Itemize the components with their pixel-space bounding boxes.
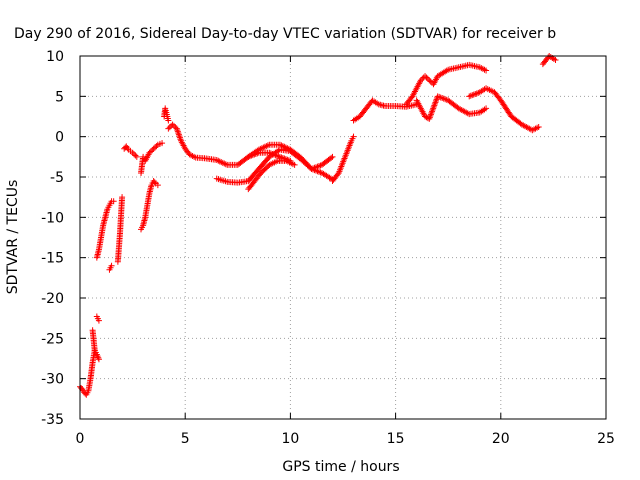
- y-tick-label: -25: [41, 331, 64, 347]
- data-point: [110, 198, 117, 205]
- y-tick-label: -20: [41, 291, 64, 307]
- data-point: [483, 105, 490, 112]
- y-tick-label: -15: [41, 251, 64, 267]
- data-point: [129, 149, 136, 156]
- data-point: [131, 151, 138, 158]
- x-tick-label: 25: [597, 431, 615, 447]
- x-tick-label: 10: [281, 431, 299, 447]
- data-point: [328, 154, 335, 161]
- data-point: [165, 117, 172, 124]
- data-point: [133, 153, 140, 160]
- y-tick-label: 5: [55, 89, 64, 105]
- x-tick-label: 15: [387, 431, 405, 447]
- data-point: [417, 77, 424, 84]
- data-point: [165, 125, 172, 132]
- data-point: [329, 153, 336, 160]
- data-point: [426, 77, 433, 84]
- data-point: [422, 73, 429, 80]
- data-point: [423, 74, 430, 81]
- x-axis-label: GPS time / hours: [282, 459, 399, 475]
- data-point: [132, 152, 139, 159]
- data-point: [147, 148, 154, 155]
- data-point: [535, 123, 542, 130]
- data-point: [176, 133, 183, 140]
- data-point: [159, 140, 166, 147]
- data-point: [424, 75, 431, 82]
- data-point: [152, 144, 159, 151]
- data-point: [146, 149, 153, 156]
- data-point: [483, 67, 490, 74]
- grid: [80, 56, 606, 419]
- data-points: [77, 53, 559, 398]
- x-tick-label: 0: [76, 431, 85, 447]
- data-point: [95, 317, 102, 324]
- data-point: [154, 182, 161, 189]
- data-point: [149, 147, 156, 154]
- y-axis-label: SDTVAR / TECUs: [5, 180, 21, 295]
- data-point: [287, 157, 294, 164]
- data-point: [150, 145, 157, 152]
- x-tick-label: 20: [492, 431, 510, 447]
- data-point: [419, 75, 426, 82]
- axis-ticks: [79, 55, 607, 420]
- data-point: [151, 179, 158, 186]
- chart-title: Day 290 of 2016, Sidereal Day-to-day VTE…: [14, 26, 556, 42]
- data-point: [169, 121, 176, 128]
- data-point: [427, 78, 434, 85]
- data-point: [173, 125, 180, 132]
- y-tick-label: -30: [41, 372, 64, 388]
- data-point: [108, 262, 115, 269]
- y-tick-label: -35: [41, 412, 64, 428]
- x-tick-labels: 0 5 10 15 20 25: [76, 431, 615, 447]
- plot-frame: [79, 55, 607, 420]
- y-tick-label: 0: [55, 130, 64, 146]
- data-point: [170, 122, 177, 129]
- y-tick-label: 10: [46, 49, 64, 65]
- data-point: [350, 133, 357, 140]
- x-tick-label: 5: [181, 431, 190, 447]
- y-tick-label: -10: [41, 210, 64, 226]
- data-point: [175, 130, 182, 137]
- data-point: [552, 57, 559, 64]
- data-point: [153, 143, 160, 150]
- data-point: [95, 356, 102, 363]
- data-point: [166, 124, 173, 131]
- data-point: [291, 161, 298, 168]
- data-point: [119, 194, 126, 201]
- y-tick-label: -5: [50, 170, 64, 186]
- y-tick-labels: -35 -30 -25 -20 -15 -10 -5 0 5 10: [41, 49, 64, 428]
